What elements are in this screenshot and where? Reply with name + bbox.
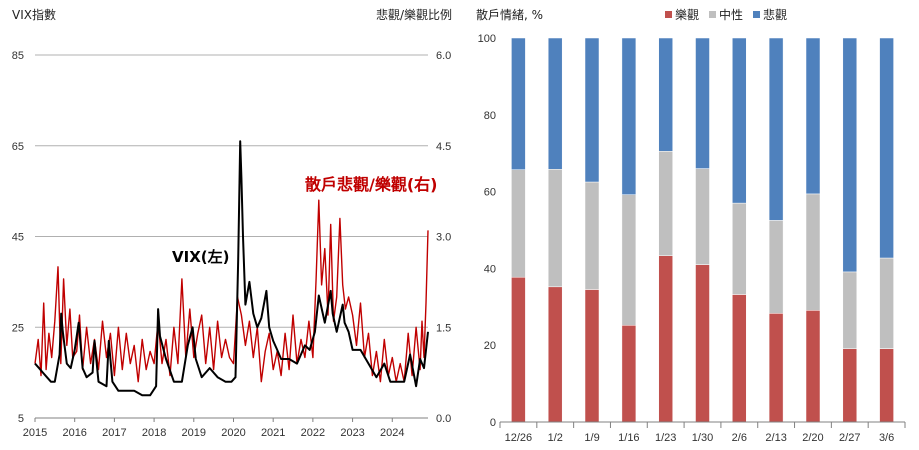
bar-segment [547, 37, 563, 170]
bar-y-tick-label: 60 [484, 187, 496, 199]
x-tick-label: 2018 [142, 427, 166, 439]
bar-segment [584, 37, 600, 183]
annotation-sentiment-ratio: 散戶悲觀/樂觀(右) [305, 175, 437, 194]
bar-y-tick-label: 80 [484, 110, 496, 122]
x-tick-label: 2024 [380, 427, 404, 439]
bar-y-tick-labels: 0 20 40 60 80 100 [478, 33, 496, 429]
bar-segment [879, 257, 894, 349]
bar-y-tick-label: 100 [478, 33, 496, 45]
bar-x-tick-label: 1/9 [584, 432, 599, 444]
right-y-tick-label: 4.5 [436, 141, 451, 153]
legend-label: 樂觀 [675, 7, 699, 22]
bar-segment [511, 169, 526, 278]
bar-segment [547, 169, 563, 288]
x-tick-label: 2022 [301, 427, 325, 439]
x-tick-label: 2019 [182, 427, 206, 439]
bar-segment [547, 286, 563, 423]
bar-x-tick-label: 2/13 [765, 432, 786, 444]
bar-x-tick-label: 2/27 [839, 432, 860, 444]
bar-segment [584, 181, 600, 290]
right-y-tick-labels: 0.0 1.5 3.0 4.5 6.0 [436, 50, 451, 425]
legend: 樂觀 中性 悲觀 [665, 7, 787, 22]
bar-segment [805, 37, 821, 195]
annotation-vix: VIX(左) [172, 248, 229, 266]
bar-segment [695, 37, 710, 169]
bar-segment [805, 193, 821, 311]
bar-x-tick-label: 12/26 [505, 432, 533, 444]
left-y-tick-label: 25 [12, 322, 24, 334]
legend-swatch [753, 11, 760, 18]
legend-swatch [665, 11, 672, 18]
bar-x-tick-label: 2/6 [732, 432, 747, 444]
bar-segment [879, 348, 894, 423]
bar-segment [768, 313, 784, 423]
bar-segment [695, 168, 710, 265]
bar-segment [621, 37, 637, 195]
left-y-tick-label: 85 [12, 50, 24, 62]
bar-x-tick-label: 1/2 [548, 432, 563, 444]
bar-x-tick-label: 2/20 [802, 432, 823, 444]
bar-segment [842, 37, 858, 273]
right-y-tick-label: 0.0 [436, 413, 451, 425]
bar-y-tick-label: 0 [490, 417, 496, 429]
x-tick-label: 2016 [62, 427, 86, 439]
right-y-tick-label: 1.5 [436, 322, 451, 334]
left-axis-title: VIX指數 [12, 7, 56, 22]
x-tick-label: 2020 [221, 427, 245, 439]
left-y-tick-labels: 5 25 45 65 85 [12, 50, 24, 425]
x-tick-label: 2021 [261, 427, 285, 439]
series-lines [34, 140, 429, 397]
left-y-tick-label: 45 [12, 232, 24, 244]
bar-segment [658, 37, 673, 152]
bar-segment [768, 37, 784, 221]
left-y-tick-label: 5 [18, 413, 24, 425]
right-axis-title: 悲觀/樂觀比例 [376, 7, 452, 22]
bar-segment [511, 276, 526, 423]
bar-x-axis [499, 421, 906, 428]
bar-segment [732, 202, 747, 295]
bar-segment [879, 37, 894, 259]
left-y-tick-label: 65 [12, 141, 24, 153]
bar-y-tick-label: 40 [484, 263, 496, 275]
bar-segment [621, 324, 637, 423]
legend-swatch [709, 11, 716, 18]
legend-label: 悲觀 [763, 7, 787, 22]
bar-x-tick-label: 1/23 [655, 432, 676, 444]
bar-x-tick-label: 1/16 [618, 432, 639, 444]
x-tick-label: 2015 [23, 427, 47, 439]
bar-x-tick-label: 3/6 [879, 432, 894, 444]
bar-segment [805, 310, 821, 423]
bar-segment [842, 271, 858, 349]
bar-x-tick-labels: 12/26 1/2 1/9 1/16 1/23 1/30 2/6 2/13 2/20 2/27 3/… [505, 432, 895, 444]
bar-segment [658, 255, 673, 423]
bar-segment [621, 194, 637, 326]
bar-segment [658, 151, 673, 256]
bar-segment [695, 264, 710, 423]
x-tick-label: 2023 [340, 427, 364, 439]
vix-line [34, 140, 429, 397]
x-tick-label: 2017 [102, 427, 126, 439]
bar-x-tick-label: 1/30 [692, 432, 713, 444]
right-y-tick-label: 6.0 [436, 50, 451, 62]
stacked-bars [511, 37, 894, 423]
bar-segment [511, 37, 526, 170]
right-y-tick-label: 3.0 [436, 232, 451, 244]
bar-segment [768, 220, 784, 314]
x-tick-labels: 2015 2016 2017 2018 2019 2020 2021 2022 2023 2024 [23, 418, 405, 439]
sentiment-chart-title: 散戶情緒, % [476, 7, 543, 22]
bar-segment [842, 348, 858, 423]
legend-label: 中性 [719, 7, 743, 22]
bar-segment [732, 294, 747, 423]
bar-segment [584, 289, 600, 423]
bar-y-tick-label: 20 [484, 340, 496, 352]
bar-segment [732, 37, 747, 204]
